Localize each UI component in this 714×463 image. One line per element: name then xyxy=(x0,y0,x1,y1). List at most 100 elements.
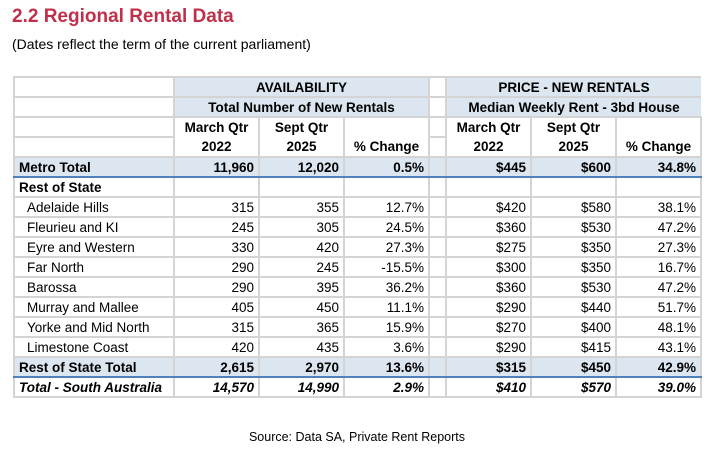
value-cell: 47.2% xyxy=(615,216,702,238)
value-cell: 315 xyxy=(173,316,260,338)
empty-cell xyxy=(615,176,702,198)
value-cell: 2,970 xyxy=(258,356,345,378)
value-cell: 365 xyxy=(258,316,345,338)
row-label: Metro Total xyxy=(13,156,175,178)
group-title-row: AVAILABILITY PRICE - NEW RENTALS xyxy=(13,76,701,98)
availability-subtitle: Total Number of New Rentals xyxy=(174,96,429,118)
spacer-cell xyxy=(428,156,447,178)
rest-of-state-heading-row: Rest of State xyxy=(13,176,702,198)
value-cell: 48.1% xyxy=(615,316,702,338)
page-subtitle: (Dates reflect the term of the current p… xyxy=(12,36,311,52)
table-row: Limestone Coast 420 435 3.6% $290 $415 43.1% xyxy=(13,336,702,358)
column-header: 2025 xyxy=(258,137,345,158)
spacer-cell xyxy=(428,196,447,218)
table-row: Yorke and Mid North 315 365 15.9% $270 $400 48… xyxy=(13,316,702,338)
column-header: 2022 xyxy=(173,137,260,158)
value-cell: 2.9% xyxy=(343,376,430,398)
rental-data-table: AVAILABILITY PRICE - NEW RENTALS Total N… xyxy=(13,76,702,398)
empty-cell xyxy=(343,176,430,198)
value-cell: 245 xyxy=(173,216,260,238)
value-cell: $445 xyxy=(445,156,532,178)
column-header: 2025 xyxy=(530,137,617,158)
value-cell: $450 xyxy=(530,356,617,378)
column-header: 2022 xyxy=(445,137,532,158)
value-cell: $290 xyxy=(445,336,532,358)
value-cell: $530 xyxy=(530,276,617,298)
value-cell: 36.2% xyxy=(343,276,430,298)
spacer-cell xyxy=(428,356,447,378)
value-cell: 305 xyxy=(258,216,345,238)
column-header-row-2: 2022 2025% Change 2022 2025% Change xyxy=(13,136,702,158)
spacer-cell xyxy=(428,216,447,238)
row-label: Barossa xyxy=(13,276,175,298)
value-cell: $360 xyxy=(445,216,532,238)
value-cell: 43.1% xyxy=(615,336,702,358)
value-cell: 2,615 xyxy=(173,356,260,378)
spacer-cell xyxy=(428,236,447,258)
rest-of-state-heading: Rest of State xyxy=(13,176,175,198)
south-australia-total-row: Total - South Australia 14,570 14,990 2.9% $… xyxy=(13,376,702,398)
spacer-cell xyxy=(428,276,447,298)
rest-of-state-total-row: Rest of State Total 2,615 2,970 13.6% $315 $4… xyxy=(13,356,702,378)
empty-cell xyxy=(13,116,175,138)
value-cell: 15.9% xyxy=(343,316,430,338)
value-cell: $410 xyxy=(445,376,532,398)
table-row: Barossa 290 395 36.2% $360 $530 47.2% xyxy=(13,276,702,298)
table-row: Eyre and Western 330 420 27.3% $275 $350 27.3% xyxy=(13,236,702,258)
availability-title: AVAILABILITY xyxy=(174,76,429,98)
value-cell: 450 xyxy=(258,296,345,318)
column-header: % Change xyxy=(343,137,430,158)
value-cell: $415 xyxy=(530,336,617,358)
value-cell: $600 xyxy=(530,156,617,178)
value-cell: $530 xyxy=(530,216,617,238)
row-label: Limestone Coast xyxy=(13,336,175,358)
value-cell: 290 xyxy=(173,276,260,298)
row-label: Eyre and Western xyxy=(13,236,175,258)
value-cell: 13.6% xyxy=(343,356,430,378)
value-cell: $420 xyxy=(445,196,532,218)
empty-cell xyxy=(173,176,260,198)
value-cell: $400 xyxy=(530,316,617,338)
value-cell: 355 xyxy=(258,196,345,218)
row-label: Total - South Australia xyxy=(13,376,175,398)
value-cell: 12,020 xyxy=(258,156,345,178)
spacer-cell xyxy=(428,256,447,278)
value-cell: $275 xyxy=(445,236,532,258)
spacer-cell xyxy=(428,296,447,318)
value-cell: 3.6% xyxy=(343,336,430,358)
value-cell: $580 xyxy=(530,196,617,218)
table-row: Adelaide Hills 315 355 12.7% $420 $580 38.1% xyxy=(13,196,702,218)
value-cell: 0.5% xyxy=(343,156,430,178)
value-cell: 14,990 xyxy=(258,376,345,398)
empty-cell xyxy=(428,176,447,198)
column-header xyxy=(343,116,430,137)
row-label: Murray and Mallee xyxy=(13,296,175,318)
metro-total-row: Metro Total 11,960 12,020 0.5% $445 $600 34.8% xyxy=(13,156,702,178)
value-cell: 34.8% xyxy=(615,156,702,178)
empty-cell xyxy=(258,176,345,198)
table-row: Far North 290 245 -15.5% $300 $350 16.7% xyxy=(13,256,702,278)
spacer-cell xyxy=(428,136,447,158)
value-cell: 51.7% xyxy=(615,296,702,318)
column-header: Sept Qtr xyxy=(258,116,345,137)
column-header: % Change xyxy=(615,137,702,158)
empty-cell xyxy=(13,136,175,158)
source-note: Source: Data SA, Private Rent Reports xyxy=(248,430,466,444)
value-cell: $570 xyxy=(530,376,617,398)
value-cell: 420 xyxy=(258,236,345,258)
spacer-cell xyxy=(428,116,447,138)
value-cell: 315 xyxy=(173,196,260,218)
value-cell: 290 xyxy=(173,256,260,278)
empty-cell xyxy=(530,176,617,198)
value-cell: 405 xyxy=(173,296,260,318)
value-cell: 16.7% xyxy=(615,256,702,278)
value-cell: 245 xyxy=(258,256,345,278)
column-header xyxy=(615,116,702,137)
value-cell: 24.5% xyxy=(343,216,430,238)
spacer-cell xyxy=(428,316,447,338)
spacer-cell xyxy=(428,336,447,358)
value-cell: 27.3% xyxy=(615,236,702,258)
value-cell: 42.9% xyxy=(615,356,702,378)
column-header: March Qtr xyxy=(173,116,260,137)
value-cell: 395 xyxy=(258,276,345,298)
